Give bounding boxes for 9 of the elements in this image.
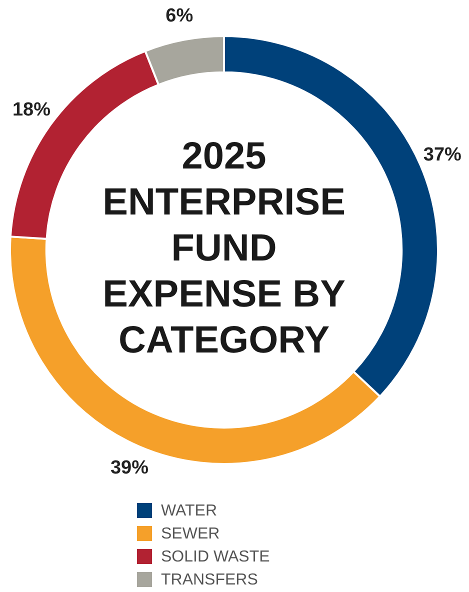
legend-label: SOLID WASTE xyxy=(161,548,270,566)
data-label: 18% xyxy=(12,99,51,120)
data-label: 6% xyxy=(166,5,194,26)
legend-label: TRANSFERS xyxy=(161,571,258,588)
legend-label: WATER xyxy=(161,502,217,520)
data-label: 37% xyxy=(423,144,462,166)
text: 2025 ENTERPRISE FUND EXPENSE BY CATEGORY xyxy=(102,135,346,362)
legend-label: SEWER xyxy=(161,525,220,542)
data-label: 39% xyxy=(110,458,149,479)
